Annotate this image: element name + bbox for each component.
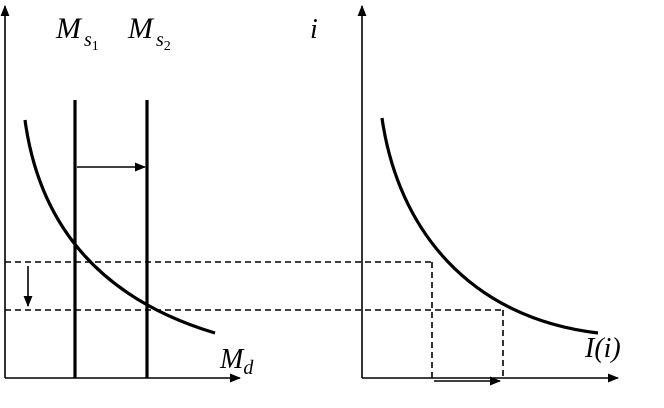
label: i: [310, 14, 318, 45]
money-demand-curve: [23, 119, 216, 335]
investment-curve: [380, 117, 599, 335]
label: Md: [219, 344, 254, 379]
label: I(i): [584, 333, 621, 364]
